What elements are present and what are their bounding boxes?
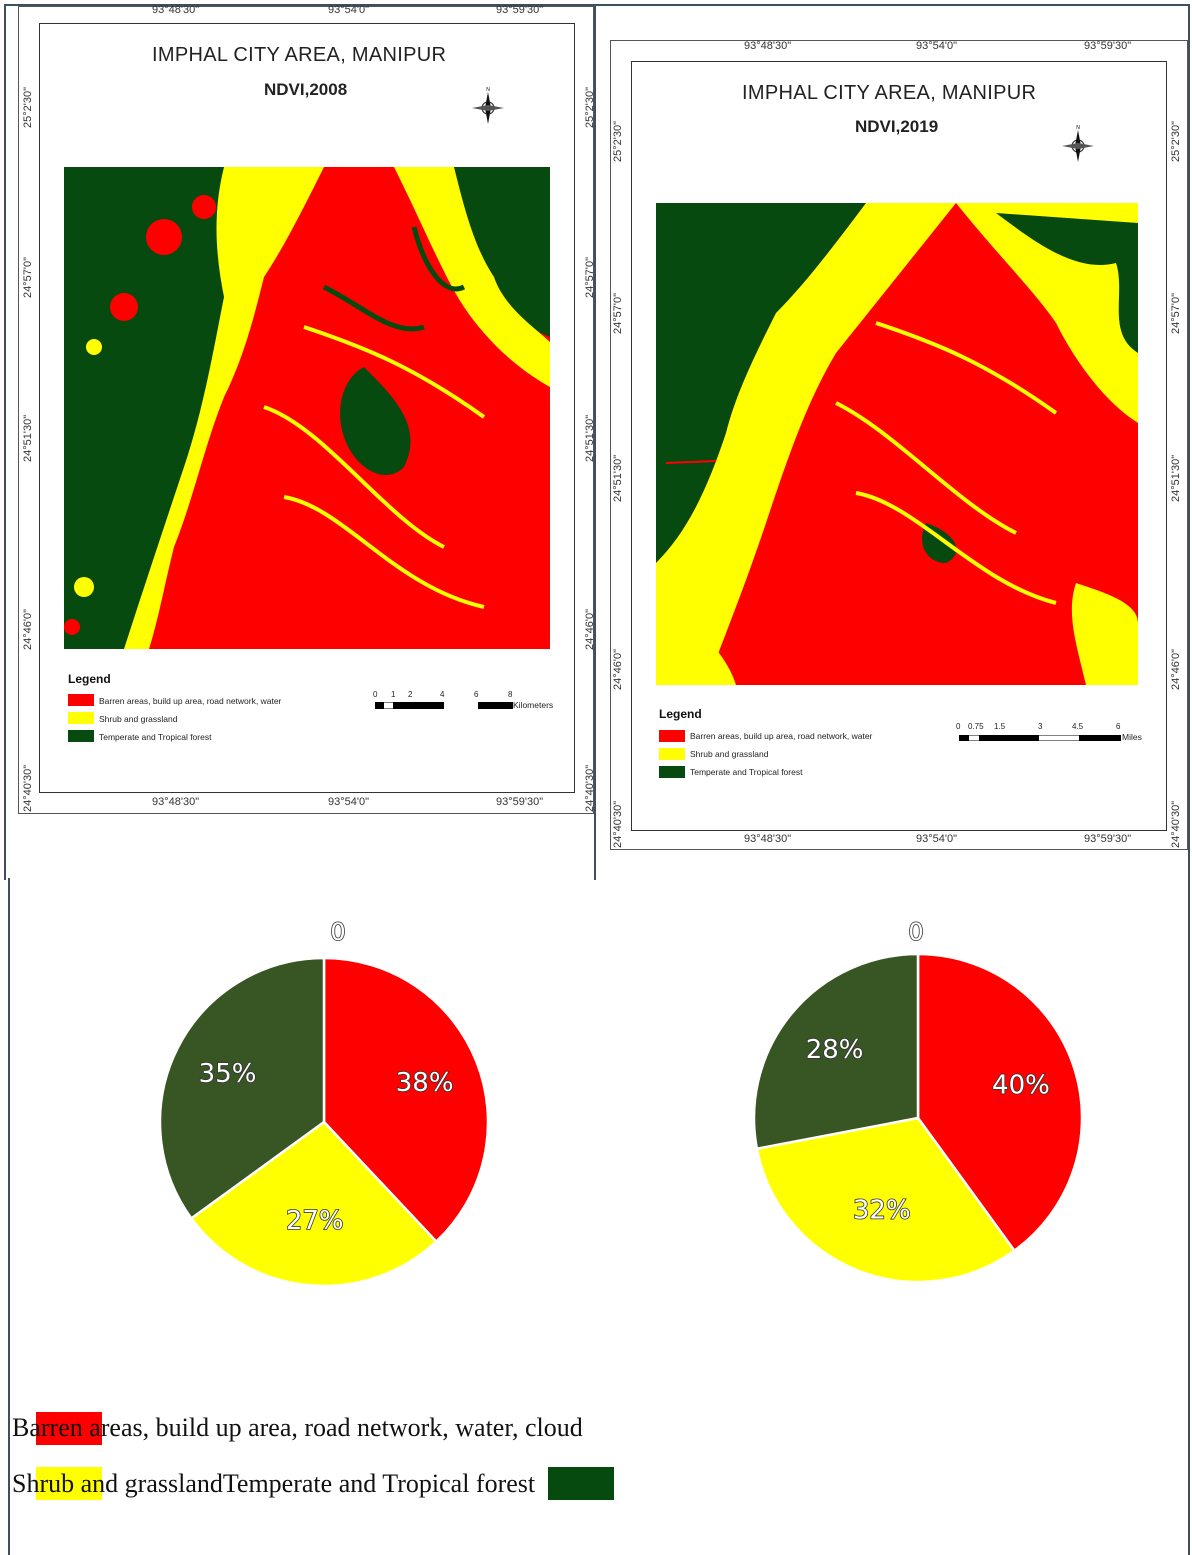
bottom-legend-swatch-barren <box>36 1412 102 1445</box>
map-2008-lon-top-3: 93°59'30" <box>496 4 544 16</box>
map-2008-lat-left-1: 25°2'30" <box>22 87 34 128</box>
map-2008-lon-bottom-2: 93°54'0" <box>328 796 369 808</box>
map-2008-lat-right-3: 24°51'30" <box>584 414 596 462</box>
bottom-legend-swatch-shrub <box>36 1467 102 1500</box>
right-frame-line <box>1188 4 1190 880</box>
ndvi-2008-raster <box>64 167 550 649</box>
map-2019-legend-label-barren: Barren areas, build up area, road networ… <box>690 731 873 741</box>
top-right-frame-line <box>596 4 1188 6</box>
map-2019-scale-unit: Miles <box>1122 732 1142 742</box>
map-2019-scale-tick-5: 6 <box>1116 722 1121 731</box>
map-2019-lon-top-3: 93°59'30" <box>1084 40 1132 52</box>
map-2019-scale-tick-3: 3 <box>1038 722 1043 731</box>
map-2008-legend-label-forest: Temperate and Tropical forest <box>99 732 212 742</box>
svg-text:N: N <box>486 87 490 93</box>
map-2008-subtitle: NDVI,2008 <box>264 80 348 99</box>
pie-slice-label: 35% <box>199 1059 257 1089</box>
map-2019-lon-top-1: 93°48'30" <box>744 40 792 52</box>
map-2008-legend-swatch-shrub <box>68 712 94 724</box>
bottom-legend-line-2: Shrub and grasslandTemperate and Tropica… <box>12 1469 536 1498</box>
map-2019-legend-label-shrub: Shrub and grassland <box>690 749 769 759</box>
svg-text:N: N <box>1076 125 1080 131</box>
map-2008-scale-tick-3: 4 <box>440 690 445 699</box>
pie-chart-2019: 40% 32% 28% 0 <box>752 917 1084 1284</box>
map-2008-scale-unit: Kilometers <box>513 700 554 710</box>
map-2008-scale-tick-5: 8 <box>508 690 513 699</box>
map-2019-lat-left-4: 24°46'0" <box>612 649 624 690</box>
pie-slice <box>322 956 490 1244</box>
pie-slice-label: 38% <box>396 1068 454 1098</box>
map-2008-legend-label-barren: Barren areas, build up area, road networ… <box>99 696 282 706</box>
map-2019-scale-tick-0: 0 <box>956 722 961 731</box>
map-2008-lon-bottom-1: 93°48'30" <box>152 796 200 808</box>
map-2008-lat-left-4: 24°46'0" <box>22 609 34 650</box>
map-2019-lat-left-5: 24°40'30" <box>612 800 624 848</box>
map-2008-scale-tick-1: 1 <box>391 690 396 699</box>
bottom-legend-swatch-forest <box>548 1467 614 1500</box>
map-2019-title: IMPHAL CITY AREA, MANIPUR <box>742 82 1037 104</box>
pie-slice <box>158 956 326 1221</box>
map-2019-lat-left-1: 25°2'30" <box>612 121 624 162</box>
map-2008-scale-tick-0: 0 <box>373 690 378 699</box>
map-2019-lat-left-3: 24°51'30" <box>612 454 624 502</box>
north-arrow-icon: N <box>472 87 504 124</box>
map-2008-title: IMPHAL CITY AREA, MANIPUR <box>152 44 447 66</box>
map-2019-scale-tick-1: 0.75 <box>968 722 984 731</box>
map-2008-lon-bottom-3: 93°59'30" <box>496 796 544 808</box>
map-2008-lat-left-2: 24°57'0" <box>22 257 34 298</box>
map-2008-legend-title: Legend <box>68 672 111 686</box>
map-2008-scale-tick-4: 6 <box>474 690 479 699</box>
pie-slice-label: 32% <box>853 1195 911 1225</box>
map-2008-lat-right-2: 24°57'0" <box>584 257 596 298</box>
pie-slice-label: 40% <box>992 1071 1050 1101</box>
map-2019-lat-left-2: 24°57'0" <box>612 293 624 334</box>
north-arrow-icon: N <box>1062 125 1094 162</box>
top-figure-frame <box>4 4 596 880</box>
map-2008-lat-left-5: 24°40'30" <box>22 764 34 812</box>
map-2008-legend-label-shrub: Shrub and grassland <box>99 714 178 724</box>
document-frame <box>8 878 1190 1555</box>
pie-slice <box>916 952 1084 1253</box>
pie-top-label: 0 <box>330 918 345 946</box>
map-2019-lat-right-5: 24°40'30" <box>1170 800 1182 848</box>
map-2019-lat-right-2: 24°57'0" <box>1170 293 1182 334</box>
map-2019-lon-bottom-2: 93°54'0" <box>916 833 957 845</box>
map-2008-lat-right-4: 24°46'0" <box>584 609 596 650</box>
map-2008-lat-right-1: 25°2'30" <box>584 87 596 128</box>
map-2008-legend-swatch-barren <box>68 694 94 706</box>
map-2008-scale-bar <box>375 702 513 709</box>
map-2008-lat-right-5: 24°40'30" <box>584 764 596 812</box>
map-2019-lat-right-4: 24°46'0" <box>1170 649 1182 690</box>
map-2019-scale-tick-4: 4.5 <box>1072 722 1084 731</box>
map-2019-lat-right-3: 24°51'30" <box>1170 454 1182 502</box>
pie-slice-label: 28% <box>806 1035 864 1065</box>
pie-top-label: 0 <box>908 918 923 946</box>
map-2019-scale-bar <box>959 735 1121 741</box>
map-2019-legend-title: Legend <box>659 707 702 721</box>
pie-slice <box>752 952 920 1151</box>
map-2019-lat-right-1: 25°2'30" <box>1170 121 1182 162</box>
ndvi-2019-raster <box>656 203 1138 685</box>
map-2019-legend-swatch-forest <box>659 766 685 778</box>
pie-slice <box>189 1120 439 1288</box>
map-2008-lat-left-3: 24°51'30" <box>22 414 34 462</box>
map-2019-legend-swatch-barren <box>659 730 685 742</box>
map-2008-legend-swatch-forest <box>68 730 94 742</box>
bottom-legend-line-1: Barren areas, build up area, road networ… <box>12 1413 583 1442</box>
map-2008-lon-top-2: 93°54'0" <box>328 4 369 16</box>
map-2008-lon-top-1: 93°48'30" <box>152 4 200 16</box>
map-2019-scale-tick-2: 1.5 <box>994 722 1006 731</box>
map-2008-scale-tick-2: 2 <box>408 690 413 699</box>
map-2019-subtitle: NDVI,2019 <box>855 117 939 136</box>
map-2019-legend-swatch-shrub <box>659 748 685 760</box>
map-2019-lon-top-2: 93°54'0" <box>916 40 957 52</box>
pie-chart-2008: 38% 27% 35% 0 <box>158 917 490 1288</box>
map-2019-lon-bottom-3: 93°59'30" <box>1084 833 1132 845</box>
map-2019-lon-bottom-1: 93°48'30" <box>744 833 792 845</box>
map-2019-legend-label-forest: Temperate and Tropical forest <box>690 767 803 777</box>
pie-slice <box>755 1116 1017 1284</box>
pie-slice-label: 27% <box>286 1206 344 1236</box>
